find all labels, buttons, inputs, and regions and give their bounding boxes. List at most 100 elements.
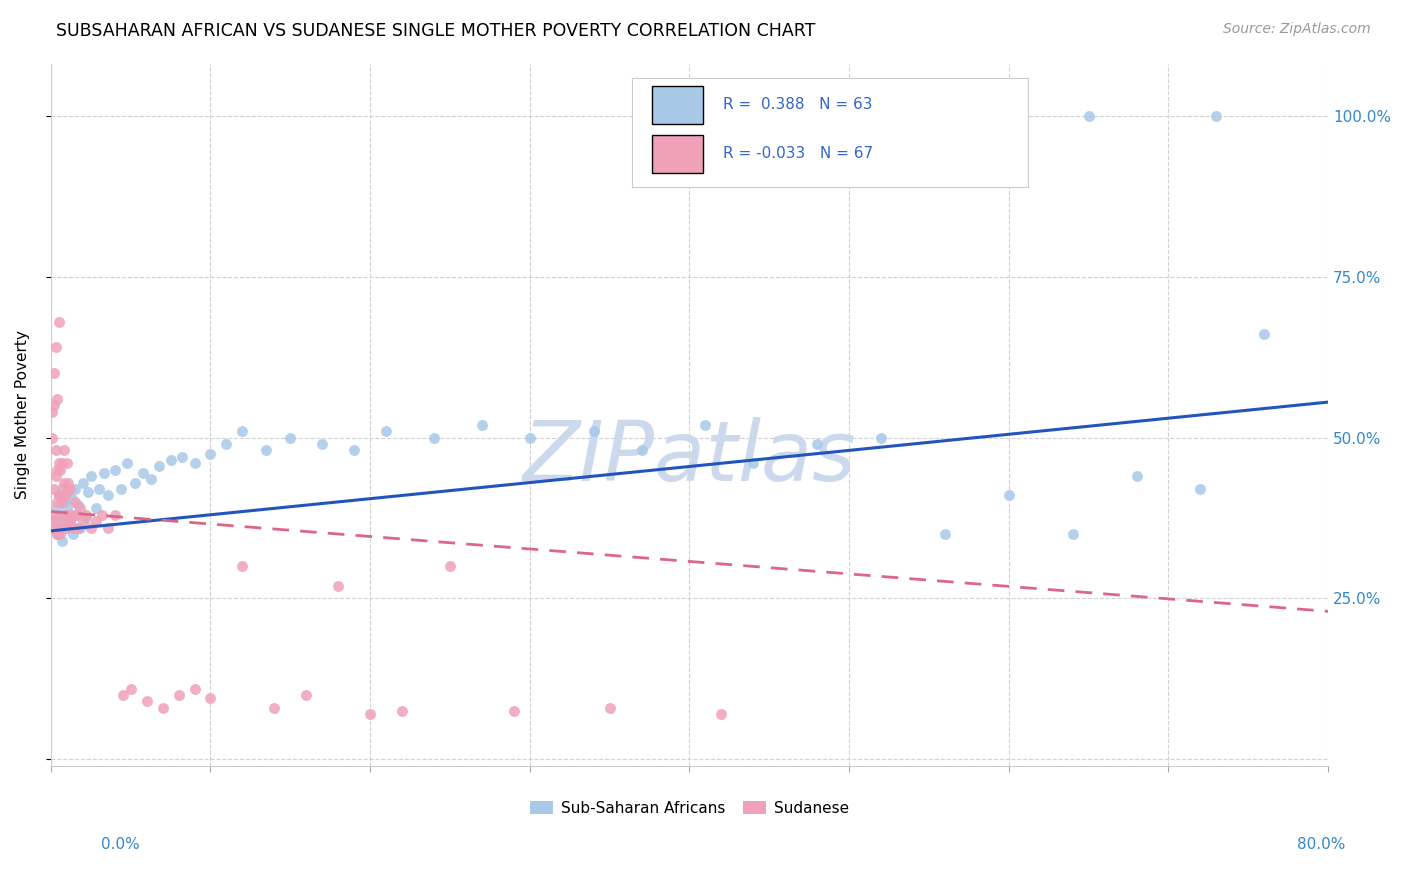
Point xyxy=(66,521,89,535)
Point xyxy=(1062,527,1084,541)
Point xyxy=(51,521,73,535)
Point xyxy=(65,508,87,522)
Point xyxy=(52,508,75,522)
Point xyxy=(104,463,127,477)
Point xyxy=(62,527,84,541)
Point xyxy=(104,508,127,522)
Point xyxy=(60,491,83,506)
Text: 80.0%: 80.0% xyxy=(1298,838,1346,852)
Point xyxy=(263,701,285,715)
Point xyxy=(278,430,301,444)
Point xyxy=(59,514,82,528)
Point xyxy=(231,424,253,438)
Point xyxy=(56,501,79,516)
Point xyxy=(998,488,1021,502)
Point xyxy=(519,430,541,444)
Point xyxy=(110,482,132,496)
Point xyxy=(45,443,67,458)
Point xyxy=(53,488,76,502)
Point xyxy=(148,459,170,474)
Point xyxy=(69,501,91,516)
Point xyxy=(295,688,318,702)
Point xyxy=(135,694,157,708)
Point xyxy=(76,485,98,500)
Point xyxy=(1077,109,1099,123)
Point xyxy=(51,456,73,470)
Point xyxy=(41,405,63,419)
Point xyxy=(183,681,205,696)
Point xyxy=(111,688,134,702)
Point xyxy=(42,508,65,522)
Point xyxy=(695,417,717,432)
Point xyxy=(599,701,621,715)
Point xyxy=(170,450,193,464)
Point xyxy=(1125,469,1147,483)
Point xyxy=(72,475,94,490)
Point xyxy=(45,469,67,483)
Point xyxy=(311,437,333,451)
Point xyxy=(375,424,398,438)
Text: Source: ZipAtlas.com: Source: ZipAtlas.com xyxy=(1223,22,1371,37)
Point xyxy=(48,488,70,502)
Point xyxy=(75,508,97,522)
Point xyxy=(49,521,72,535)
Point xyxy=(46,392,69,406)
Point xyxy=(48,315,70,329)
Point xyxy=(870,430,893,444)
Point xyxy=(200,691,222,706)
Point xyxy=(49,527,72,541)
Point xyxy=(97,488,120,502)
Point xyxy=(41,521,63,535)
Point xyxy=(215,437,238,451)
Point xyxy=(254,443,277,458)
Point xyxy=(49,488,72,502)
Point xyxy=(53,521,76,535)
Point xyxy=(56,456,79,470)
Point xyxy=(97,521,120,535)
Text: SUBSAHARAN AFRICAN VS SUDANESE SINGLE MOTHER POVERTY CORRELATION CHART: SUBSAHARAN AFRICAN VS SUDANESE SINGLE MO… xyxy=(56,22,815,40)
Point xyxy=(48,456,70,470)
Point xyxy=(66,498,89,512)
Point xyxy=(582,424,605,438)
Point xyxy=(152,701,174,715)
Point xyxy=(84,514,107,528)
Point xyxy=(52,475,75,490)
Point xyxy=(65,508,87,522)
Point xyxy=(328,578,350,592)
Point xyxy=(502,704,524,718)
Point xyxy=(80,521,103,535)
Point xyxy=(42,366,65,380)
Point xyxy=(132,466,155,480)
Point xyxy=(56,521,79,535)
Point xyxy=(53,511,76,525)
Point xyxy=(200,447,222,461)
Point xyxy=(58,485,80,500)
Point xyxy=(45,340,67,354)
Point xyxy=(806,437,828,451)
Point xyxy=(710,707,733,722)
Point xyxy=(56,514,79,528)
Point xyxy=(471,417,494,432)
Point xyxy=(46,463,69,477)
Y-axis label: Single Mother Poverty: Single Mother Poverty xyxy=(15,331,30,500)
Point xyxy=(51,482,73,496)
Point xyxy=(48,521,70,535)
Point xyxy=(120,681,142,696)
Point xyxy=(1205,109,1227,123)
Point xyxy=(93,466,115,480)
Point xyxy=(934,527,956,541)
Point xyxy=(391,704,413,718)
Point xyxy=(45,514,67,528)
Point xyxy=(46,527,69,541)
Point xyxy=(60,508,83,522)
Point xyxy=(141,472,163,486)
Point xyxy=(69,521,91,535)
Point xyxy=(80,469,103,483)
Point xyxy=(159,453,181,467)
Point xyxy=(84,501,107,516)
Point xyxy=(124,475,146,490)
Point xyxy=(742,456,765,470)
Point xyxy=(62,521,84,535)
Point xyxy=(42,482,65,496)
Legend: Sub-Saharan Africans, Sudanese: Sub-Saharan Africans, Sudanese xyxy=(530,801,849,816)
